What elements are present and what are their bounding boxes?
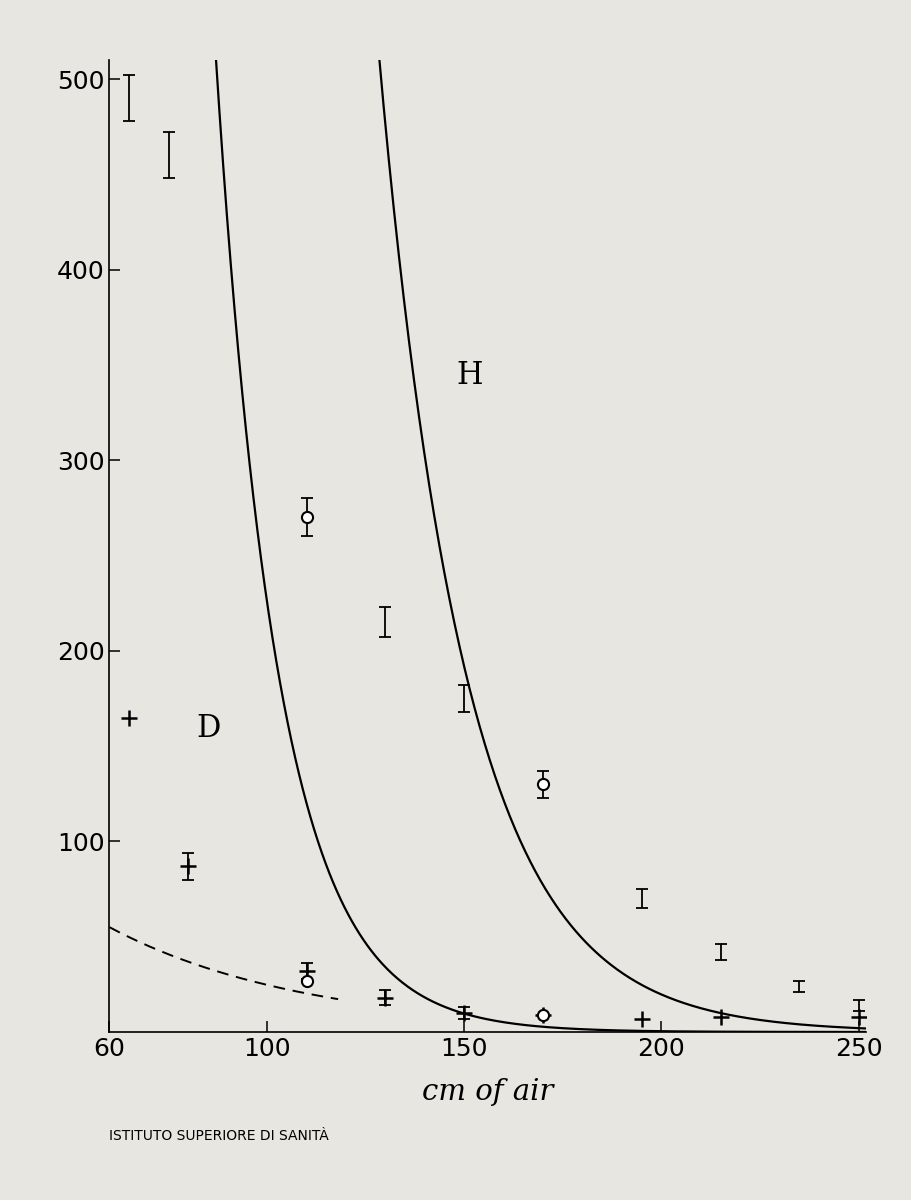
Text: D: D bbox=[196, 713, 220, 744]
Text: ISTITUTO SUPERIORE DI SANITÀ: ISTITUTO SUPERIORE DI SANITÀ bbox=[109, 1129, 329, 1142]
Text: H: H bbox=[456, 360, 482, 391]
X-axis label: cm of air: cm of air bbox=[422, 1078, 553, 1105]
